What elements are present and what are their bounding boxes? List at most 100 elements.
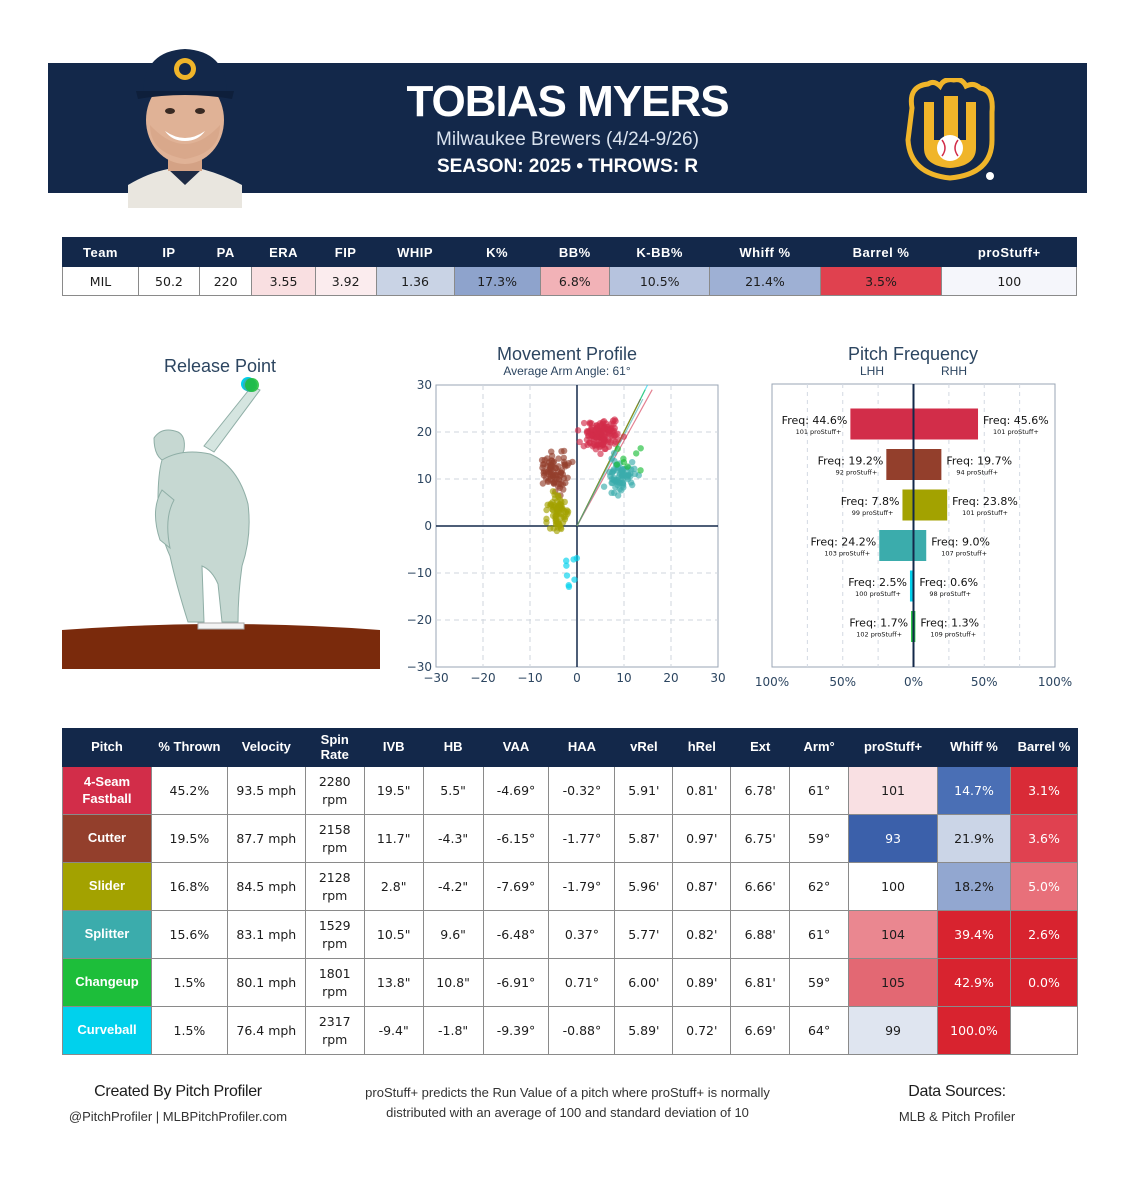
frequency-x-tick: 0% xyxy=(904,675,923,689)
pitch-cell-hb: -4.3" xyxy=(422,814,484,863)
pitch-cell-vaa: -6.48° xyxy=(482,910,550,959)
pitch-cell-vaa: -7.69° xyxy=(482,862,550,911)
frequency-stuff-lhh: 103 proStuff+ xyxy=(824,550,870,558)
pitch-cell-ext: 6.69' xyxy=(730,1006,791,1055)
frequency-bar-rhh xyxy=(913,449,942,480)
movement-point xyxy=(552,512,560,519)
frequency-bar-lhh xyxy=(850,408,914,440)
frequency-bar-lhh xyxy=(886,449,914,480)
movement-point xyxy=(612,484,619,491)
pitch-cell-stuff: 100 xyxy=(848,862,939,911)
pitch-cell-arm: 62° xyxy=(789,862,850,911)
pitch-cell-hrel: 0.81' xyxy=(672,766,732,815)
pitch-header-spin-rate: Spin Rate xyxy=(304,728,365,767)
pitch-cell-spin: 2317 rpm xyxy=(304,1006,365,1055)
team-line: Milwaukee Brewers (4/24-9/26) xyxy=(436,129,699,150)
stats-header-team: Team xyxy=(61,237,140,267)
movement-point xyxy=(539,480,547,487)
pitch-cell-whiff: 14.7% xyxy=(937,766,1011,815)
pitch-cell-ivb: 13.8" xyxy=(363,958,424,1007)
movement-point xyxy=(599,425,606,433)
pitch-header-vrel: vRel xyxy=(614,728,674,767)
frequency-stuff-lhh: 101 proStuff+ xyxy=(796,428,842,436)
movement-point xyxy=(562,557,570,564)
frequency-stuff-rhh: 107 proStuff+ xyxy=(941,550,987,558)
pitch-header-hb: HB xyxy=(422,728,484,767)
pitch-cell-vrel: 5.89' xyxy=(614,1006,674,1055)
movement-point xyxy=(560,486,567,493)
pitch-header-arm: Arm° xyxy=(789,728,850,767)
pitch-row-cutter: Cutter 19.5% 87.7 mph 2158 rpm 11.7" -4.3" -6.… xyxy=(62,814,1079,863)
pitch-cell-ext: 6.81' xyxy=(730,958,791,1007)
pitch-cell-vaa: -6.15° xyxy=(482,814,550,863)
frequency-label-rhh: Freq: 45.6% xyxy=(983,414,1049,427)
pitch-cell-hb: -4.2" xyxy=(422,862,484,911)
movement-point xyxy=(576,438,583,446)
stats-value-row: MIL 50.2 220 3.55 3.92 1.36 17.3% 6.8% 10.5% 21.4… xyxy=(61,266,1077,296)
movement-point xyxy=(573,554,581,562)
movement-point xyxy=(618,487,625,494)
frequency-label-lhh: Freq: 44.6% xyxy=(782,414,848,427)
movement-y-tick: −20 xyxy=(407,613,432,627)
data-sources-label: Data Sources: xyxy=(908,1083,1006,1100)
movement-point xyxy=(563,562,570,569)
pitch-cell-vaa: -9.39° xyxy=(482,1006,550,1055)
pitch-cell-ivb: -9.4" xyxy=(363,1006,424,1055)
pitch-cell-whiff: 21.9% xyxy=(937,814,1011,863)
stats-header-k-bb: K-BB% xyxy=(608,237,711,267)
movement-point xyxy=(569,458,576,466)
pitch-cell-thrown: 16.8% xyxy=(150,862,228,911)
pitch-header-pitch: Pitch xyxy=(62,728,152,767)
movement-point xyxy=(606,430,613,438)
movement-point xyxy=(608,455,615,462)
stats-header-era: ERA xyxy=(251,237,316,267)
movement-x-tick: −20 xyxy=(470,671,495,685)
pitch-cell-thrown: 19.5% xyxy=(150,814,228,863)
pitch-header-whiff: Whiff % xyxy=(937,728,1011,767)
movement-point xyxy=(549,488,557,495)
movement-point xyxy=(637,467,644,474)
pitch-cell-haa: 0.37° xyxy=(548,910,616,959)
frequency-bar-lhh xyxy=(911,611,914,642)
frequency-label-rhh: Freq: 23.8% xyxy=(952,495,1018,508)
pitching-rubber xyxy=(197,622,245,630)
frequency-stuff-rhh: 94 proStuff+ xyxy=(956,469,998,477)
pitch-header-barrel: Barrel % xyxy=(1009,728,1079,767)
stats-header-whip: WHIP xyxy=(375,237,455,267)
movement-series-curveball xyxy=(562,554,581,591)
pitch-header-haa: HAA xyxy=(548,728,616,767)
movement-profile-chart: −30 30 −20 20 −10 10 0 0 10 −10 20 −20 30 −30 xyxy=(407,378,726,685)
movement-point xyxy=(614,492,622,499)
movement-title: Movement Profile xyxy=(496,344,638,364)
frequency-label-lhh: Freq: 1.7% xyxy=(849,617,908,630)
frequency-label-lhh: Freq: 2.5% xyxy=(848,576,907,589)
movement-point xyxy=(545,477,552,484)
frequency-label-rhh: Freq: 1.3% xyxy=(920,617,979,630)
pitch-cell-ivb: 11.7" xyxy=(363,814,424,863)
movement-point xyxy=(555,455,562,462)
pitch-name-cell: 4-Seam Fastball xyxy=(62,766,152,815)
stats-value-bb: 6.8% xyxy=(539,266,610,296)
movement-point xyxy=(627,473,634,480)
stats-header-k: K% xyxy=(453,237,541,267)
movement-point xyxy=(624,463,631,470)
movement-point xyxy=(574,427,582,434)
pitch-cell-velocity: 84.5 mph xyxy=(226,862,306,911)
movement-point xyxy=(614,467,621,474)
movement-point xyxy=(556,500,563,508)
footer-note: proStuff+ predicts the Run Value of a pi… xyxy=(320,1083,815,1123)
pitch-arsenal-table: Pitch% Thrown Velocity Spin Rate IVB HB VAA HA… xyxy=(62,728,1079,1055)
frequency-bar-lhh xyxy=(909,570,914,602)
footer-credit: Created By Pitch Profiler @PitchProfiler… xyxy=(62,1083,294,1124)
pitch-cell-hrel: 0.89' xyxy=(672,958,732,1007)
stats-value-team: MIL xyxy=(61,266,140,296)
pitch-cell-spin: 2280 rpm xyxy=(304,766,365,815)
pitch-cell-thrown: 15.6% xyxy=(150,910,228,959)
pitch-cell-hrel: 0.87' xyxy=(672,862,732,911)
pitch-header-hrel: hRel xyxy=(672,728,732,767)
player-name: TOBIAS MYERS xyxy=(406,77,729,126)
pitch-cell-whiff: 100.0% xyxy=(937,1006,1011,1055)
movement-point xyxy=(549,467,557,475)
player-headshot xyxy=(128,49,242,208)
release-point-chart xyxy=(62,377,380,669)
